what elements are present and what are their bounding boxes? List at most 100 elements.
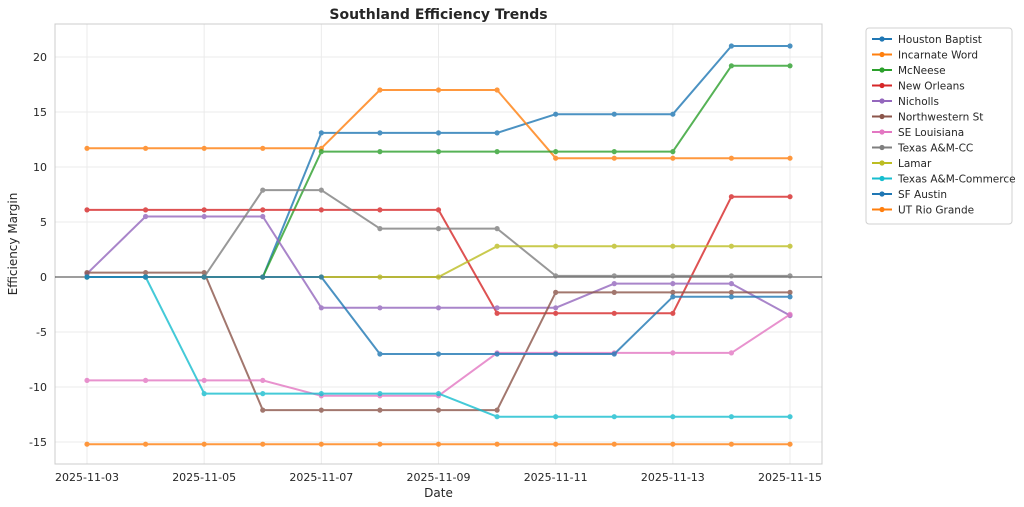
data-point — [260, 407, 266, 413]
data-point — [494, 87, 500, 93]
data-point — [260, 207, 266, 213]
data-point — [318, 407, 324, 413]
data-point — [435, 207, 442, 213]
data-point — [611, 273, 617, 279]
x-tick-label: 2025-11-03 — [55, 471, 119, 484]
data-point — [553, 111, 559, 117]
data-point — [787, 273, 793, 279]
legend-item: UT Rio Grande — [872, 205, 974, 217]
data-point — [142, 270, 149, 276]
legend-label: Incarnate Word — [898, 50, 978, 62]
data-point — [728, 281, 735, 287]
data-point — [670, 243, 676, 249]
x-axis-label: Date — [424, 486, 453, 500]
y-tick-label: -15 — [29, 436, 47, 449]
data-point — [787, 194, 793, 200]
y-axis-ticks: -15 -10 -5 0 5 10 15 20 — [29, 51, 47, 449]
data-point — [670, 155, 676, 161]
data-point — [260, 145, 266, 151]
data-point — [260, 377, 266, 383]
data-point — [435, 149, 442, 155]
legend: Houston Baptist Incarnate Word McNeese New … — [865, 27, 1016, 225]
data-point — [728, 243, 735, 249]
data-point — [142, 207, 149, 213]
data-point — [201, 377, 207, 383]
data-point — [728, 441, 735, 447]
legend-item: New Orleans — [872, 81, 965, 93]
data-point — [377, 130, 383, 136]
data-point — [377, 226, 383, 232]
data-point — [611, 155, 617, 161]
data-point — [377, 149, 383, 155]
data-point — [377, 274, 383, 280]
data-point — [611, 281, 617, 287]
data-point — [728, 289, 735, 295]
data-point — [377, 207, 383, 213]
data-point — [728, 194, 735, 200]
data-point — [260, 274, 266, 280]
data-point — [494, 305, 500, 311]
data-point — [494, 310, 500, 316]
plot-area — [54, 23, 823, 465]
data-point — [201, 207, 207, 213]
data-point — [670, 111, 676, 117]
data-point — [553, 310, 559, 316]
data-point — [670, 281, 676, 287]
series-new-orleans — [84, 194, 793, 316]
legend-item: Northwestern St — [872, 112, 983, 124]
chart-title: Southland Efficiency Trends — [329, 7, 547, 23]
x-tick-label: 2025-11-07 — [289, 471, 353, 484]
legend-marker — [879, 191, 885, 197]
legend-label: Lamar — [898, 158, 932, 170]
data-point — [553, 155, 559, 161]
data-point — [787, 441, 793, 447]
data-point — [728, 63, 735, 69]
x-tick-label: 2025-11-15 — [758, 471, 822, 484]
legend-marker — [879, 129, 885, 135]
data-point — [260, 441, 266, 447]
data-point — [318, 305, 324, 311]
data-point — [435, 391, 442, 397]
data-point — [84, 145, 90, 151]
series-layer — [84, 43, 793, 447]
data-point — [787, 311, 793, 317]
data-point — [435, 87, 442, 93]
data-point — [787, 43, 793, 49]
data-point — [494, 149, 500, 155]
data-point — [787, 63, 793, 69]
legend-marker — [879, 160, 885, 166]
data-point — [494, 407, 500, 413]
legend-label: Northwestern St — [898, 112, 983, 124]
data-point — [553, 289, 559, 295]
legend-marker — [879, 51, 885, 58]
x-tick-label: 2025-11-09 — [407, 471, 471, 484]
data-point — [494, 226, 500, 232]
data-point — [611, 243, 617, 249]
data-point — [142, 145, 149, 151]
data-point — [553, 351, 559, 357]
data-point — [435, 226, 442, 232]
data-point — [318, 207, 324, 213]
series-incarnate-word — [84, 87, 793, 161]
legend-item: Incarnate Word — [872, 50, 978, 62]
legend-item: Texas A&M-CC — [872, 143, 973, 155]
data-point — [84, 441, 90, 447]
legend-marker — [879, 144, 885, 151]
data-point — [787, 155, 793, 161]
y-tick-label: -5 — [36, 326, 47, 339]
data-point — [728, 43, 735, 49]
legend-marker — [879, 67, 885, 73]
data-point — [435, 274, 442, 280]
data-point — [318, 391, 324, 397]
legend-marker — [879, 113, 885, 120]
data-point — [435, 351, 442, 357]
x-tick-label: 2025-11-11 — [524, 471, 588, 484]
series-sf-austin — [84, 274, 793, 357]
data-point — [377, 87, 383, 93]
data-point — [611, 111, 617, 117]
data-point — [435, 407, 442, 413]
y-tick-label: 5 — [40, 216, 47, 229]
legend-label: Houston Baptist — [898, 34, 982, 46]
